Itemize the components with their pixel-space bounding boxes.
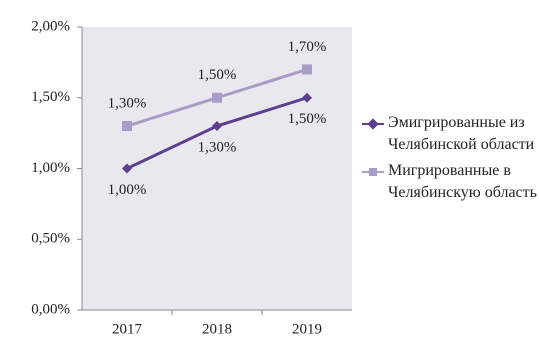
y-tick-label: 2,00%	[31, 18, 70, 34]
legend: Эмигрированные из Челябинской области Миг…	[362, 112, 537, 208]
marker	[122, 163, 132, 174]
y-tick-label: 1,00%	[31, 160, 70, 176]
data-label: 1,30%	[108, 95, 147, 111]
data-label: 1,50%	[288, 111, 327, 127]
marker	[212, 121, 222, 132]
y-tick-label: 0,00%	[31, 301, 70, 317]
data-label: 1,00%	[108, 182, 147, 198]
y-tick-label: 1,50%	[31, 89, 70, 105]
marker	[302, 92, 312, 103]
y-tick-label: 0,50%	[31, 231, 70, 247]
marker	[122, 121, 132, 132]
legend-item: Эмигрированные из Челябинской области	[362, 112, 537, 156]
data-label: 1,50%	[198, 67, 237, 83]
x-tick-label: 2019	[292, 321, 322, 337]
legend-label: Эмигрированные из Челябинской области	[388, 114, 535, 153]
x-tick-label: 2017	[112, 321, 143, 337]
legend-marker	[369, 168, 377, 176]
marker	[302, 64, 312, 75]
x-tick-label: 2018	[202, 321, 232, 337]
data-label: 1,70%	[288, 39, 327, 55]
legend-item: Мигрированные в Челябинскую область	[362, 160, 537, 204]
marker	[212, 92, 222, 103]
legend-marker	[367, 118, 379, 130]
data-label: 1,30%	[198, 139, 237, 155]
legend-label: Мигрированные в Челябинскую область	[388, 162, 537, 201]
